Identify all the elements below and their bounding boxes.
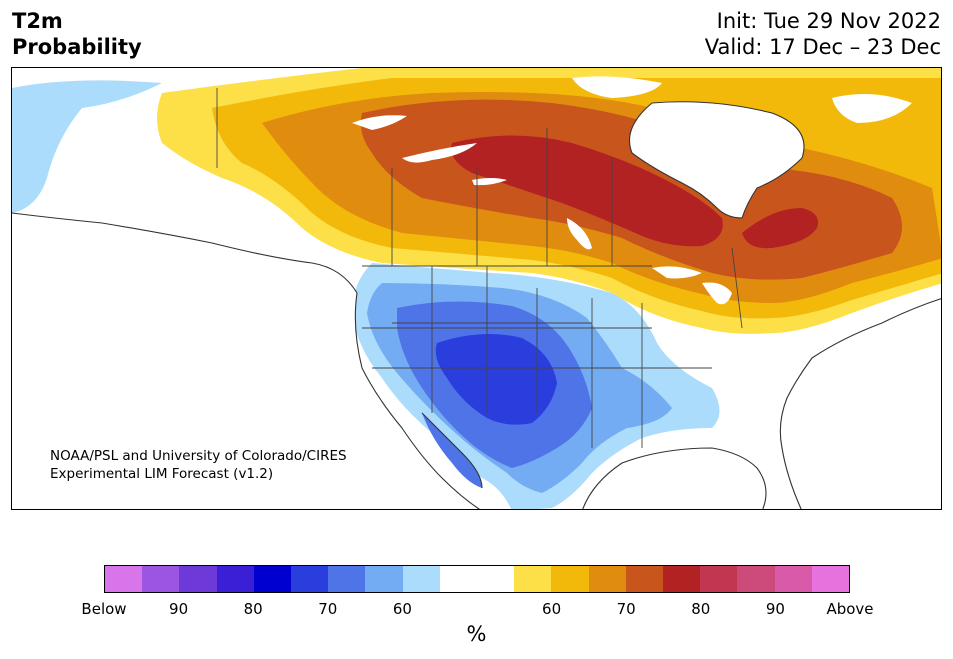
colorbar-cell xyxy=(291,566,329,592)
colorbar-cell xyxy=(514,566,552,592)
alaska-cold-anomaly xyxy=(12,80,162,213)
hudson-bay xyxy=(629,101,804,218)
colorbar-tick-label: 60 xyxy=(392,600,412,618)
colorbar-tick-label: 60 xyxy=(542,600,562,618)
colorbar-cell xyxy=(402,566,440,592)
colorbar-tick-label: 90 xyxy=(169,600,189,618)
colorbar-tick-label: 80 xyxy=(243,600,263,618)
arctic-water-1 xyxy=(572,76,662,98)
cold-90-region xyxy=(435,334,557,425)
colorbar-tick-label: Below xyxy=(81,600,127,618)
colorbar-cell xyxy=(551,566,589,592)
lake-superior xyxy=(652,266,702,279)
lake-michigan-huron xyxy=(702,282,732,305)
colorbar-cell xyxy=(700,566,738,592)
map-canvas xyxy=(12,68,941,509)
great-slave-lake xyxy=(402,143,477,163)
credit-line-2: Experimental LIM Forecast (v1.2) xyxy=(50,466,274,482)
probability-colorbar xyxy=(104,565,850,593)
atlantic-ocean xyxy=(780,298,941,509)
credit-line-1: NOAA/PSL and University of Colorado/CIRE… xyxy=(50,448,347,464)
colorbar-ticks: Below 90 80 70 60 60 70 80 90 Above xyxy=(81,600,873,620)
colorbar-cell xyxy=(663,566,701,592)
forecast-dates: Init: Tue 29 Nov 2022 Valid: 17 Dec – 23… xyxy=(705,8,941,60)
colorbar-cell xyxy=(477,566,515,592)
coastlines xyxy=(12,101,941,509)
colorbar-cell xyxy=(774,566,812,592)
colorbar-cell xyxy=(737,566,775,592)
colorbar-tick-label: 70 xyxy=(616,600,636,618)
colorbar-cell xyxy=(365,566,403,592)
colorbar-cell xyxy=(142,566,180,592)
colorbar-tick-label: 80 xyxy=(691,600,711,618)
great-bear-lake xyxy=(352,115,407,130)
title-quantity: Probability xyxy=(12,35,142,59)
colorbar-cell xyxy=(328,566,366,592)
forecast-map: NOAA/PSL and University of Colorado/CIRE… xyxy=(11,67,942,510)
colorbar-cell xyxy=(253,566,292,592)
gulf-of-mexico xyxy=(582,448,766,509)
init-date: Init: Tue 29 Nov 2022 xyxy=(716,9,941,33)
colorbar-cell xyxy=(179,566,217,592)
baja-cold xyxy=(422,413,482,488)
colorbar-cell xyxy=(439,566,478,592)
warm-max-core-west xyxy=(451,135,723,247)
lake-athabasca xyxy=(472,178,507,186)
arctic-water-2 xyxy=(832,94,912,123)
colorbar-tick-label: Above xyxy=(826,600,874,618)
colorbar-tick-label: 70 xyxy=(318,600,338,618)
warm-max-core-east xyxy=(742,208,818,249)
colorbar-cell xyxy=(105,566,143,592)
colorbar-cell xyxy=(811,566,850,592)
colorbar-tick-label: 90 xyxy=(765,600,785,618)
map-title: T2m Probability xyxy=(12,8,142,60)
political-borders xyxy=(216,88,743,448)
valid-range: Valid: 17 Dec – 23 Dec xyxy=(704,35,941,59)
colorbar-cell xyxy=(216,566,254,592)
credit-text: NOAA/PSL and University of Colorado/CIRE… xyxy=(50,447,347,483)
colorbar-cell xyxy=(625,566,664,592)
lake-winnipeg xyxy=(567,218,592,250)
colorbar-cell xyxy=(588,566,626,592)
pacific-ocean xyxy=(12,213,480,509)
title-variable: T2m xyxy=(12,9,63,33)
colorbar-unit: % xyxy=(466,622,487,646)
